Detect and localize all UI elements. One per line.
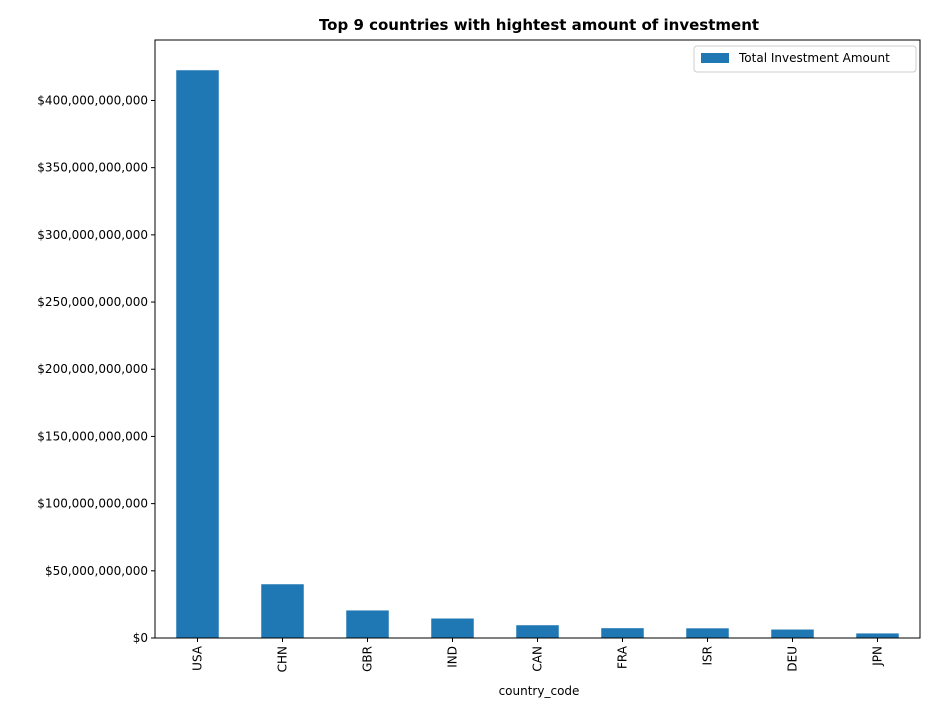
x-axis-label: country_code: [499, 684, 580, 698]
x-tick-label: IND: [446, 646, 460, 668]
y-tick-label: $150,000,000,000: [37, 429, 148, 443]
bar-can: [516, 625, 559, 638]
y-tick-label: $200,000,000,000: [37, 362, 148, 376]
plot-frame: [154, 39, 921, 639]
x-axis: USA CHN GBR IND CAN FRA ISR DEU JPN: [191, 638, 885, 672]
x-tick-label: CAN: [531, 646, 545, 672]
bar-isr: [686, 628, 729, 638]
x-tick-label: GBR: [361, 646, 375, 672]
y-tick-label: $300,000,000,000: [37, 228, 148, 242]
bar-gbr: [346, 610, 389, 638]
y-axis: $0 $50,000,000,000 $100,000,000,000 $150,00…: [37, 93, 155, 645]
bar-jpn: [856, 633, 899, 638]
bars-group: [176, 70, 899, 638]
legend-box: [693, 45, 917, 73]
chart-title: Top 9 countries with hightest amount of …: [319, 16, 759, 34]
bar-ind: [431, 618, 474, 638]
bar-deu: [771, 629, 814, 638]
x-tick-label: DEU: [786, 646, 800, 672]
y-tick-label: $250,000,000,000: [37, 295, 148, 309]
y-tick-label: $100,000,000,000: [37, 497, 148, 511]
y-tick-label: $50,000,000,000: [45, 564, 148, 578]
y-tick-label: $400,000,000,000: [37, 93, 148, 107]
legend-label: Total Investment Amount: [738, 51, 890, 65]
legend-swatch: [701, 53, 729, 63]
bar-fra: [601, 628, 644, 638]
y-tick-label: $0: [133, 631, 148, 645]
x-tick-label: USA: [191, 645, 205, 671]
bar-chn: [261, 584, 304, 638]
x-tick-label: CHN: [276, 646, 290, 672]
x-tick-label: ISR: [701, 646, 715, 666]
legend: Total Investment Amount: [693, 45, 917, 73]
x-tick-label: JPN: [871, 646, 885, 667]
bar-usa: [176, 70, 219, 638]
y-tick-label: $350,000,000,000: [37, 161, 148, 175]
x-tick-label: FRA: [616, 645, 630, 669]
